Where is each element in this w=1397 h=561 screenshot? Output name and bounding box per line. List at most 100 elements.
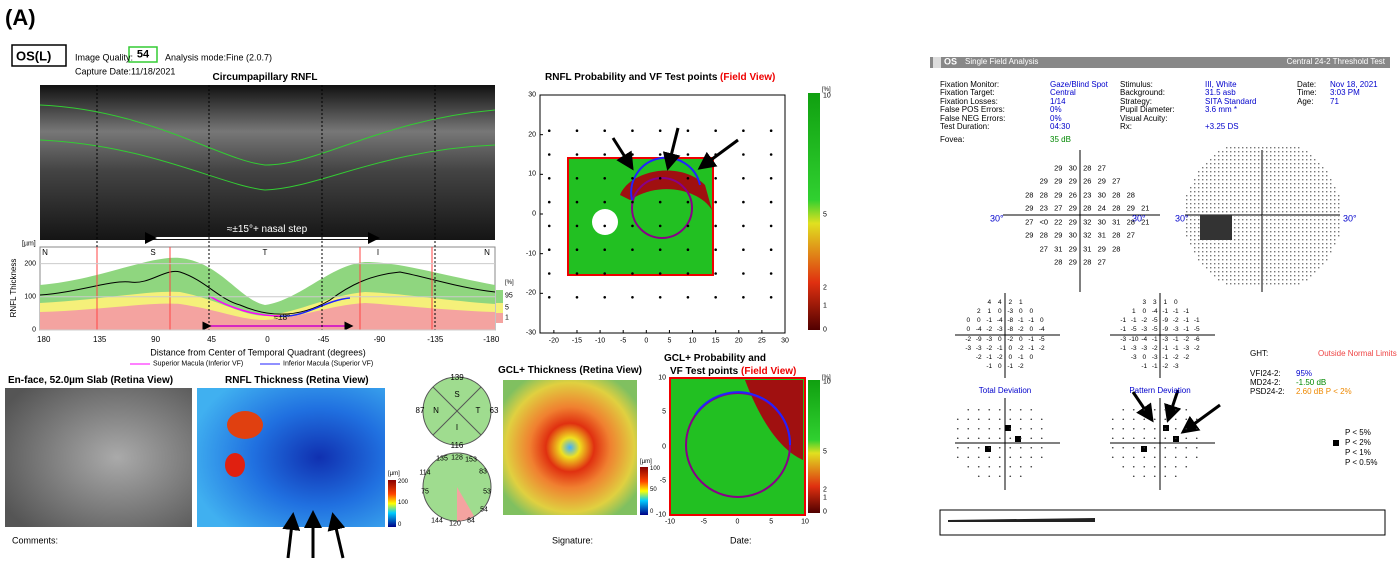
gray-dot [1234, 199, 1235, 200]
gray-dot [1262, 235, 1263, 236]
gray-dot [1262, 219, 1263, 220]
test-point [576, 296, 579, 299]
gray-dot [1298, 235, 1299, 236]
bundle [227, 411, 263, 439]
grid-value: -2 [965, 336, 971, 343]
gray-dot [1294, 191, 1295, 192]
label: 0 [662, 443, 666, 450]
gray-dot [1298, 195, 1299, 196]
prob-dot [988, 447, 990, 449]
prob-dot [1041, 418, 1043, 420]
grid-value: -10 [1129, 336, 1138, 343]
gray-dot [1258, 279, 1259, 280]
grid-value: -1 [1162, 309, 1168, 316]
gray-dot [1266, 235, 1267, 236]
gray-dot [1230, 247, 1231, 248]
gray-dot [1306, 215, 1307, 216]
gray-dot [1242, 239, 1243, 240]
gray-dot [1258, 239, 1259, 240]
gray-dot [1258, 147, 1259, 148]
grid-value: 27 [1040, 245, 1048, 253]
test-point [548, 177, 551, 180]
gray-dot [1262, 191, 1263, 192]
gray-dot [1198, 219, 1199, 220]
gray-dot [1330, 251, 1331, 252]
gray-dot [1242, 179, 1243, 180]
prob-dot [1164, 409, 1166, 411]
grid-value: -1 [1120, 318, 1126, 325]
gray-dot [1234, 231, 1235, 232]
gray-dot [1278, 207, 1279, 208]
grid-value: 27 [1054, 205, 1062, 213]
gray-dot [1306, 259, 1307, 260]
gray-dot [1230, 187, 1231, 188]
gray-dot [1266, 199, 1267, 200]
gray-dot [1194, 251, 1195, 252]
gray-dot [1234, 227, 1235, 228]
grid-value: 26 [1069, 191, 1077, 199]
gray-dot [1330, 247, 1331, 248]
gray-dot [1262, 231, 1263, 232]
gray-dot [1306, 271, 1307, 272]
gray-dot [1270, 187, 1271, 188]
gray-dot [1314, 239, 1315, 240]
grid-value: -2 [1007, 336, 1013, 343]
prob-dot [1133, 466, 1135, 468]
gray-dot [1306, 255, 1307, 256]
gray-dot [1198, 235, 1199, 236]
gray-dot [1274, 183, 1275, 184]
gray-dot [1270, 263, 1271, 264]
gray-dot [1298, 187, 1299, 188]
gray-dot [1310, 199, 1311, 200]
gray-dot [1202, 195, 1203, 196]
grid-value: 2 [977, 309, 981, 316]
gray-dot [1282, 207, 1283, 208]
label: Test Duration: [940, 123, 989, 131]
gray-dot [1306, 219, 1307, 220]
prob-dot [978, 409, 980, 411]
test-point [548, 225, 551, 228]
gray-dot [1294, 219, 1295, 220]
grid-value: 0 [966, 318, 970, 325]
gray-dot [1270, 267, 1271, 268]
prob-dot [1009, 466, 1011, 468]
gray-dot [1230, 183, 1231, 184]
label: 1 [823, 303, 827, 310]
gray-dot [1258, 163, 1259, 164]
gray-dot [1262, 151, 1263, 152]
gray-dot [1306, 263, 1307, 264]
grid-value: 29 [1054, 178, 1062, 186]
gray-dot [1194, 207, 1195, 208]
label: Analysis mode:Fine (2.0.7) [165, 54, 272, 63]
gray-dot [1290, 251, 1291, 252]
gray-dot [1198, 231, 1199, 232]
gray-dot [1286, 239, 1287, 240]
test-point [770, 177, 773, 180]
gray-dot [1310, 255, 1311, 256]
gray-dot [1310, 155, 1311, 156]
gray-dot [1282, 279, 1283, 280]
grid-value: -1 [1183, 309, 1189, 316]
gray-dot [1294, 211, 1295, 212]
gray-dot [1274, 275, 1275, 276]
gray-dot [1218, 171, 1219, 172]
grid-value: 0 [998, 336, 1002, 343]
gray-dot [1258, 243, 1259, 244]
label: 0 [644, 338, 648, 345]
gray-dot [1258, 235, 1259, 236]
gray-dot [1202, 187, 1203, 188]
gray-dot [1218, 279, 1219, 280]
gray-dot [1222, 247, 1223, 248]
gray-dot [1334, 191, 1335, 192]
gray-dot [1238, 219, 1239, 220]
gray-dot [1274, 227, 1275, 228]
grid-value: -2 [1183, 355, 1189, 362]
pct-swatch [496, 303, 503, 313]
prob-dot [1175, 418, 1177, 420]
gray-dot [1262, 195, 1263, 196]
prob-dot [1143, 409, 1145, 411]
gray-dot [1334, 223, 1335, 224]
gray-dot [1210, 167, 1211, 168]
gray-dot [1210, 183, 1211, 184]
gray-dot [1334, 207, 1335, 208]
